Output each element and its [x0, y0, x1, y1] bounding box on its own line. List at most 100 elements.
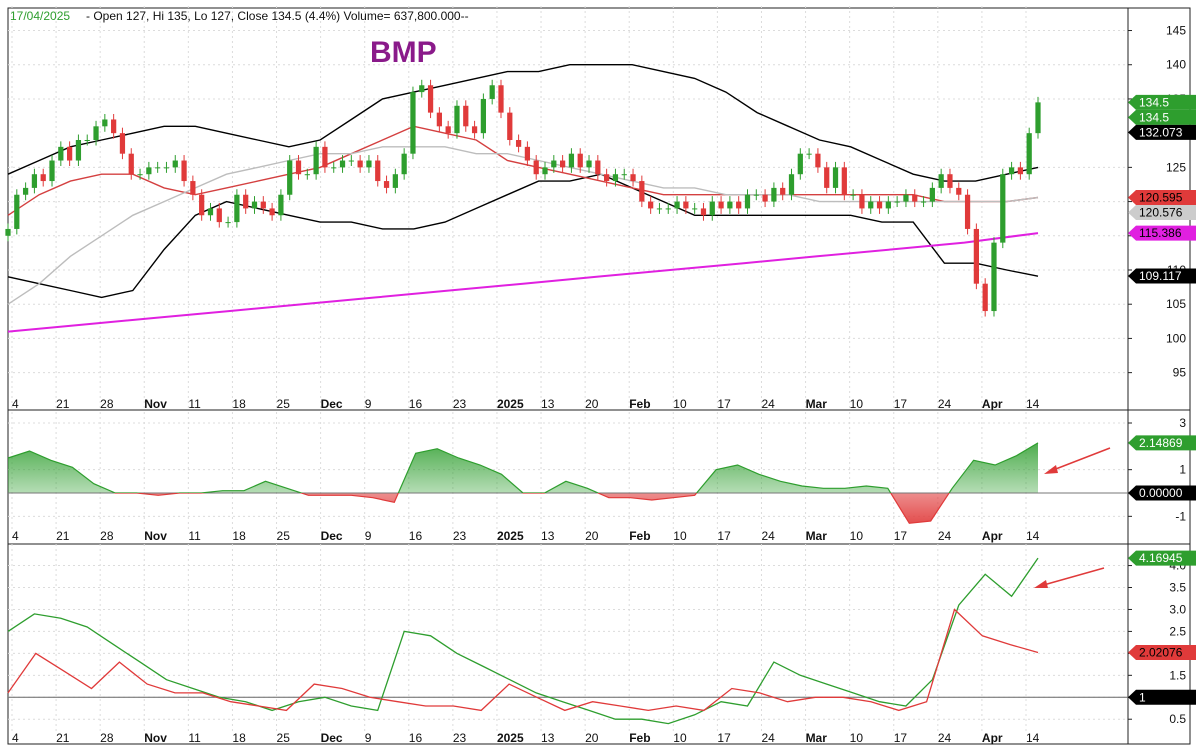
candle-body: [436, 112, 442, 127]
candle-body: [533, 160, 539, 175]
value-tag: 2.02076: [1128, 644, 1196, 660]
candle-body: [269, 208, 275, 216]
candle-body: [982, 283, 988, 312]
value-tag: 115.386: [1128, 225, 1196, 241]
x-tick-label: 17: [717, 529, 731, 543]
y-tick-label: 140: [1166, 58, 1186, 72]
x-tick-label: 10: [850, 397, 864, 411]
candle-body: [295, 160, 302, 175]
oscillator-area-negative: [8, 493, 1038, 524]
candle-body: [172, 160, 178, 168]
x-tick-label: 25: [277, 397, 291, 411]
x-tick-label: 17: [717, 397, 731, 411]
value-tag-label: 134.5: [1139, 110, 1169, 124]
candle-body: [93, 126, 99, 140]
value-tag-box: [1128, 550, 1196, 566]
candle-body: [674, 201, 680, 209]
candle-body: [595, 160, 601, 175]
candle-body: [683, 201, 689, 209]
candle-body: [278, 194, 284, 216]
candle-body: [146, 167, 152, 175]
candle-body: [524, 146, 531, 161]
x-tick-label: 24: [761, 731, 775, 745]
x-tick-label: 2025: [497, 529, 524, 543]
x-tick-label: 9: [365, 397, 372, 411]
arrow-oscillator: [1044, 447, 1111, 474]
candle-body: [991, 242, 997, 312]
candle-body: [111, 119, 117, 134]
candle-body: [260, 201, 266, 209]
candle-body: [243, 194, 249, 209]
value-tag-box: [1128, 644, 1196, 660]
x-tick-label: 9: [365, 731, 372, 745]
y-tick-label: 1: [1179, 463, 1186, 477]
x-tick-label: 16: [409, 529, 423, 543]
candle-body: [824, 167, 830, 188]
candle-body: [507, 112, 513, 140]
x-tick-label: 17: [717, 731, 731, 745]
x-tick-label: 10: [850, 731, 864, 745]
candle-body: [454, 105, 460, 134]
candle-body: [648, 201, 654, 209]
candle-body: [357, 160, 363, 168]
candle-body: [225, 222, 231, 224]
candle-body: [498, 85, 504, 113]
x-tick-label: Nov: [144, 397, 167, 411]
x-tick-label: 21: [56, 397, 70, 411]
candle-body: [912, 194, 918, 202]
candle-body: [568, 153, 575, 168]
x-tick-label: 23: [453, 397, 467, 411]
grid-layer: [8, 6, 1128, 732]
axis-layer: 4 21 28 Nov 11 18 25 Dec 9 16 23 2025 13 20 Feb 10 17 24 M…: [12, 24, 1186, 745]
candle-body: [929, 187, 935, 202]
x-tick-label: 14: [1026, 731, 1040, 745]
candle-body: [586, 160, 592, 168]
y-tick-label: 3: [1179, 416, 1186, 430]
candle-body: [903, 194, 909, 202]
x-tick-label: 18: [232, 731, 246, 745]
candle-body: [762, 194, 768, 202]
candle-body: [656, 208, 663, 210]
candle-body: [181, 160, 187, 182]
x-tick-label: 21: [56, 529, 70, 543]
candle-body: [22, 187, 29, 195]
value-tag: 0.00000: [1128, 485, 1196, 501]
x-tick-label: 4: [12, 731, 19, 745]
candle-body: [630, 174, 636, 182]
y-tick-label: 125: [1166, 160, 1186, 174]
x-tick-label: Apr: [982, 529, 1003, 543]
candle-body: [304, 174, 310, 176]
value-tag-label: 132.073: [1139, 125, 1183, 139]
x-tick-label: 4: [12, 529, 19, 543]
y-tick-label: 1.5: [1169, 668, 1186, 682]
y-tick-label: 105: [1166, 297, 1186, 311]
candle-body: [551, 160, 557, 168]
candle-body: [1008, 167, 1015, 175]
oscillator-layer: [7, 442, 1128, 524]
oscillator-line-positive: [7, 442, 1039, 493]
indicator-panel-frame: [7, 543, 1191, 745]
candle-body: [542, 167, 548, 175]
value-tag-box: [1128, 689, 1196, 705]
candle-body: [1000, 174, 1006, 243]
value-tag-box: [1128, 124, 1196, 140]
x-tick-label: 23: [453, 529, 467, 543]
x-tick-label: 18: [232, 529, 246, 543]
indicator-line: [7, 557, 1039, 725]
y-tick-label: 100: [1166, 331, 1186, 345]
chart-title: BMP: [370, 36, 437, 69]
x-tick-label: Nov: [144, 529, 167, 543]
value-tag: 4.16945: [1128, 550, 1196, 566]
candle-body: [885, 201, 891, 209]
value-tag-box: [1128, 94, 1196, 110]
overlay-line: [7, 173, 1039, 299]
x-tick-label: Feb: [629, 731, 650, 745]
candle-body: [410, 92, 416, 154]
x-tick-label: 13: [541, 731, 555, 745]
value-tag-label: 0.00000: [1139, 486, 1183, 500]
x-tick-label: 17: [894, 397, 908, 411]
x-tick-label: 18: [232, 397, 246, 411]
candle-body: [1035, 102, 1041, 134]
candle-body: [797, 153, 803, 175]
candle-body: [75, 140, 82, 161]
